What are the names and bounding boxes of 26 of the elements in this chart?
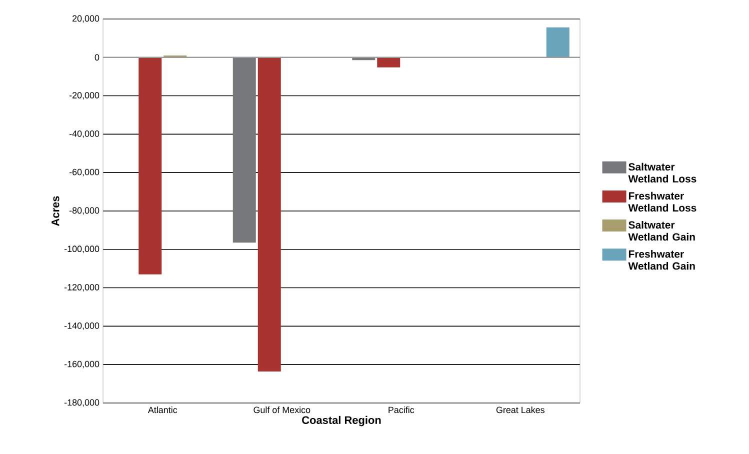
y-axis-title: Acres: [52, 196, 60, 226]
bar: [546, 27, 570, 58]
bar: [258, 57, 281, 372]
y-tick-label: -60,000: [69, 168, 100, 176]
legend-label: Freshwater Wetland Gain: [628, 250, 695, 270]
y-tick-label: -20,000: [69, 92, 100, 100]
y-tick-label: -140,000: [64, 322, 100, 330]
x-tick-label: Great Lakes: [496, 406, 544, 414]
bar: [377, 57, 400, 68]
y-tick-label: 0: [94, 54, 100, 61]
x-tick-label: Pacific: [388, 406, 414, 414]
bar: [232, 57, 256, 243]
y-tick-label: -180,000: [64, 399, 100, 407]
legend-label: Freshwater Wetland Loss: [628, 192, 696, 212]
x-tick-label: Gulf of Mexico: [254, 406, 310, 414]
bar: [138, 57, 162, 274]
x-axis-title: Coastal Region: [302, 416, 381, 426]
y-tick-label: 20,000: [72, 15, 100, 23]
legend-label: Saltwater Wetland Gain: [628, 220, 695, 241]
x-tick-label: Atlantic: [148, 406, 178, 414]
legend-label: Saltwater Wetland Loss: [628, 162, 696, 183]
y-tick-label: -120,000: [64, 284, 100, 292]
y-tick-label: -80,000: [69, 207, 100, 215]
y-tick-label: -40,000: [69, 130, 100, 138]
y-tick-label: -160,000: [64, 360, 100, 368]
y-tick-label: -100,000: [64, 246, 100, 254]
